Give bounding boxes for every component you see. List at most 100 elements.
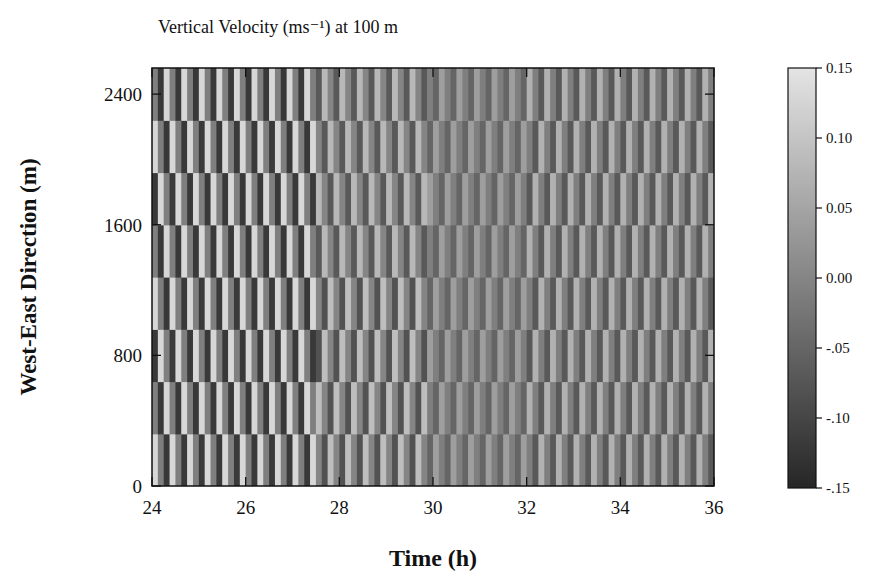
- cell: [205, 434, 211, 486]
- cell: [474, 68, 480, 121]
- cell: [480, 173, 486, 226]
- cell: [287, 277, 293, 330]
- cell: [439, 434, 445, 486]
- cell: [193, 382, 199, 435]
- cell: [638, 434, 644, 486]
- cell: [556, 382, 562, 435]
- cell: [497, 277, 503, 330]
- x-tick-top: [339, 68, 340, 77]
- cell: [357, 329, 363, 382]
- cell: [456, 382, 462, 435]
- x-tick: [526, 477, 527, 486]
- cell: [556, 225, 562, 278]
- cell: [310, 225, 316, 278]
- cell: [298, 434, 304, 486]
- cell: [492, 329, 498, 382]
- cell: [562, 173, 568, 226]
- cell: [205, 68, 211, 121]
- cell: [421, 68, 427, 121]
- cell: [708, 277, 714, 330]
- cell: [287, 173, 293, 226]
- cell: [433, 120, 439, 173]
- cell: [433, 329, 439, 382]
- cell: [591, 120, 597, 173]
- cell: [579, 225, 585, 278]
- cell: [650, 329, 656, 382]
- cell: [228, 277, 234, 330]
- cell: [568, 68, 574, 121]
- cell: [415, 68, 421, 121]
- cell: [562, 329, 568, 382]
- cell: [574, 225, 580, 278]
- cell: [667, 277, 673, 330]
- cell: [626, 329, 632, 382]
- cell: [456, 277, 462, 330]
- cell: [702, 382, 708, 435]
- cell: [486, 173, 492, 226]
- cell: [486, 277, 492, 330]
- cell: [175, 225, 181, 278]
- cell: [585, 434, 591, 486]
- cell: [497, 382, 503, 435]
- cell: [462, 68, 468, 121]
- cell: [211, 120, 217, 173]
- cell: [175, 173, 181, 226]
- cell: [492, 68, 498, 121]
- cell: [228, 382, 234, 435]
- cell: [281, 434, 287, 486]
- cell: [351, 173, 357, 226]
- cell: [579, 329, 585, 382]
- y-tick-right: [705, 93, 714, 94]
- cell: [205, 120, 211, 173]
- cell: [246, 277, 252, 330]
- cell: [380, 382, 386, 435]
- cell: [626, 434, 632, 486]
- cell: [181, 173, 187, 226]
- cell: [281, 225, 287, 278]
- cell: [667, 225, 673, 278]
- cell: [609, 329, 615, 382]
- cell: [240, 382, 246, 435]
- cell: [351, 382, 357, 435]
- cell: [468, 277, 474, 330]
- cell: [263, 225, 269, 278]
- cell: [333, 225, 339, 278]
- cell: [661, 382, 667, 435]
- cell: [626, 277, 632, 330]
- cell: [427, 434, 433, 486]
- cell: [433, 225, 439, 278]
- cell: [222, 434, 228, 486]
- cell: [234, 173, 240, 226]
- cell: [591, 173, 597, 226]
- cell: [269, 120, 275, 173]
- cell: [691, 68, 697, 121]
- cell: [696, 225, 702, 278]
- cell: [211, 382, 217, 435]
- cell: [527, 120, 533, 173]
- cell: [199, 68, 205, 121]
- cell: [269, 68, 275, 121]
- cell: [287, 434, 293, 486]
- cell: [187, 173, 193, 226]
- cell: [170, 68, 176, 121]
- y-tick-label: 0: [133, 476, 143, 497]
- cell: [380, 434, 386, 486]
- cell: [644, 434, 650, 486]
- cell: [369, 329, 375, 382]
- cell: [550, 382, 556, 435]
- cell: [556, 120, 562, 173]
- cell: [609, 277, 615, 330]
- cell: [374, 120, 380, 173]
- cell: [257, 225, 263, 278]
- cell: [357, 225, 363, 278]
- cell: [357, 277, 363, 330]
- cell: [445, 277, 451, 330]
- cell: [275, 120, 281, 173]
- cell: [158, 225, 164, 278]
- cell: [310, 120, 316, 173]
- cell: [252, 225, 258, 278]
- cell: [415, 382, 421, 435]
- cell: [533, 173, 539, 226]
- cell: [170, 120, 176, 173]
- cell: [281, 68, 287, 121]
